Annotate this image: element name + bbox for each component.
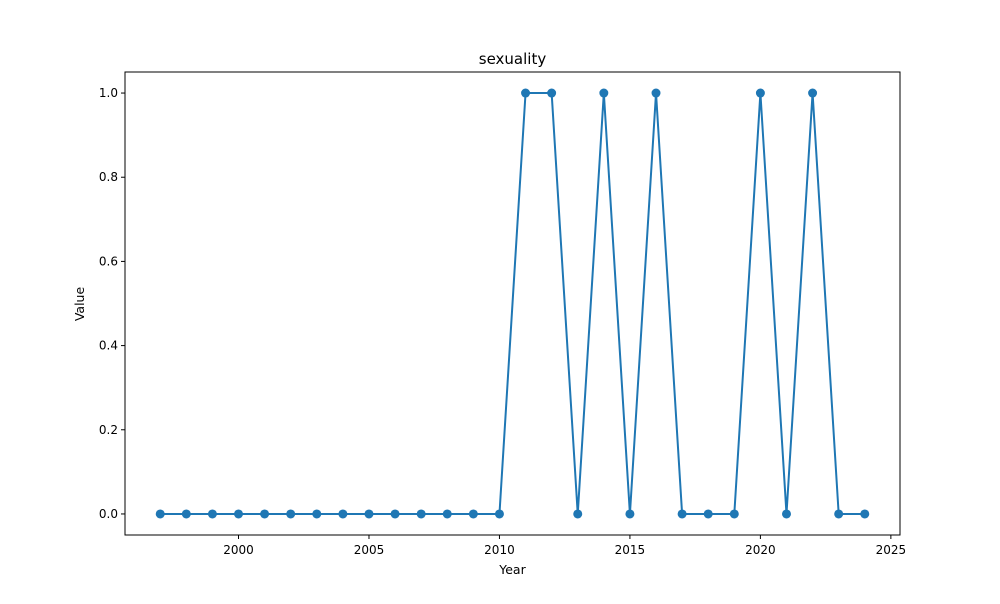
data-point — [286, 509, 296, 519]
data-point — [860, 509, 870, 519]
data-point — [468, 509, 478, 519]
data-point — [599, 88, 609, 98]
y-tick-label: 0.6 — [99, 254, 118, 268]
x-tick-label: 2010 — [484, 543, 515, 557]
data-point — [521, 88, 531, 98]
data-point — [834, 509, 844, 519]
x-axis-label: Year — [498, 562, 526, 577]
y-axis-label: Value — [72, 287, 87, 322]
axes-frame — [124, 71, 901, 536]
x-tick-label: 2025 — [876, 543, 907, 557]
data-point — [338, 509, 348, 519]
chart-title: sexuality — [479, 50, 547, 68]
data-point — [416, 509, 426, 519]
data-point — [755, 88, 765, 98]
data-point — [234, 509, 244, 519]
data-point — [155, 509, 165, 519]
data-point — [547, 88, 557, 98]
data-point — [651, 88, 661, 98]
plot-area: 2000 2005 2010 2015 2020 2025 0.0 0.2 0.4 0.6 0.8 1… — [99, 71, 907, 557]
y-tick-label: 1.0 — [99, 86, 118, 100]
y-tick-label: 0.4 — [99, 339, 118, 353]
y-tick-label: 0.2 — [99, 423, 118, 437]
x-tick-label: 2005 — [354, 543, 385, 557]
series-line — [159, 92, 866, 515]
data-point — [625, 509, 635, 519]
data-point — [494, 509, 504, 519]
data-point — [677, 509, 687, 519]
data-point — [573, 509, 583, 519]
data-point — [312, 509, 322, 519]
data-point — [442, 509, 452, 519]
data-point — [808, 88, 818, 98]
data-point — [207, 509, 217, 519]
x-tick-label: 2020 — [745, 543, 776, 557]
data-point — [781, 509, 791, 519]
y-tick-label: 0.8 — [99, 170, 118, 184]
x-tick-label: 2000 — [223, 543, 254, 557]
data-point — [703, 509, 713, 519]
data-point — [260, 509, 270, 519]
data-point — [181, 509, 191, 519]
data-point — [390, 509, 400, 519]
data-point — [729, 509, 739, 519]
x-tick-label: 2015 — [615, 543, 646, 557]
data-point — [364, 509, 374, 519]
y-tick-label: 0.0 — [99, 507, 118, 521]
